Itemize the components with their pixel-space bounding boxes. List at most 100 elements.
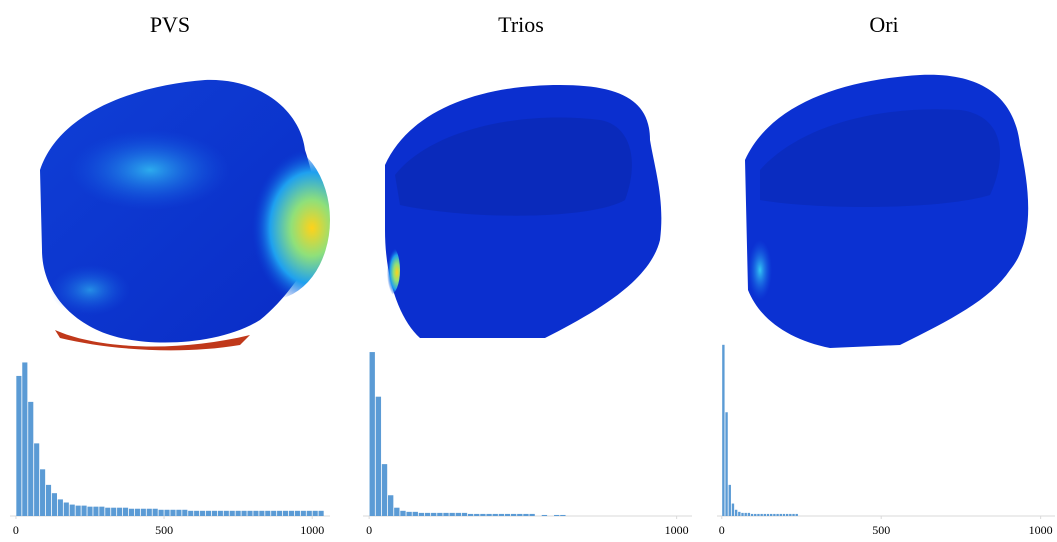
bar (164, 509, 170, 516)
x-tick-label: 0 (366, 523, 372, 537)
bar (205, 510, 212, 516)
bar (306, 510, 312, 516)
bar (766, 513, 770, 516)
bar (541, 514, 548, 516)
bar (265, 510, 271, 516)
bar (467, 513, 474, 516)
bar (158, 509, 164, 516)
bar (792, 513, 795, 516)
x-tick-label: 500 (872, 523, 890, 537)
bar (176, 509, 182, 516)
bar (738, 511, 741, 516)
bar (22, 362, 28, 516)
bar (760, 513, 763, 516)
bar (431, 512, 437, 516)
bar (282, 510, 289, 516)
x-tick-label: 1000 (300, 523, 324, 537)
bar (223, 510, 229, 516)
bar (510, 513, 517, 516)
bar (51, 493, 58, 516)
bar (134, 508, 140, 516)
x-tick-label: 500 (155, 523, 173, 537)
panel-title: Ori (869, 12, 898, 37)
x-tick-label: 1000 (1029, 523, 1053, 537)
bar (474, 513, 480, 516)
bar (400, 510, 406, 516)
bar (375, 396, 382, 516)
bar (770, 513, 773, 516)
bar (504, 513, 511, 516)
bar (437, 512, 443, 516)
bar (517, 513, 523, 516)
bar (455, 512, 461, 516)
bar (722, 344, 725, 516)
bar (461, 512, 468, 516)
bar (312, 510, 318, 516)
bar (152, 508, 158, 516)
bar (93, 506, 99, 516)
bar (728, 484, 731, 516)
x-tick-label: 0 (719, 523, 725, 537)
bar (146, 508, 152, 516)
bar (16, 375, 22, 516)
bar (523, 513, 529, 516)
bar (725, 412, 728, 516)
bar (235, 510, 241, 516)
bar (63, 502, 69, 516)
bar (492, 513, 498, 516)
bar (785, 513, 789, 516)
bar (247, 510, 253, 516)
bar (57, 499, 63, 516)
bar (81, 505, 87, 516)
bar (369, 352, 375, 516)
bar (241, 510, 247, 516)
bar (34, 443, 40, 516)
bar (750, 513, 754, 516)
bar (75, 505, 81, 516)
bar (560, 514, 566, 516)
bar (529, 513, 535, 516)
bar (754, 513, 757, 516)
bar (381, 464, 388, 516)
bar (387, 495, 394, 516)
bar (69, 504, 75, 516)
bar (554, 514, 560, 516)
bar (418, 512, 425, 516)
bar (731, 503, 735, 516)
render-pvs (40, 79, 330, 351)
bar (734, 509, 738, 516)
bar (188, 510, 194, 516)
bar (782, 513, 786, 516)
bar (45, 484, 52, 516)
bar (117, 507, 123, 516)
panel-title: Trios (498, 12, 544, 37)
panel-title: PVS (150, 12, 190, 37)
bar (773, 513, 776, 516)
bar (394, 507, 400, 516)
bar (779, 513, 782, 516)
bar (253, 510, 259, 516)
bar (182, 509, 188, 516)
bar (111, 507, 117, 516)
bar (259, 510, 265, 516)
bar (211, 510, 218, 516)
bar (776, 513, 779, 516)
bar (277, 510, 283, 516)
bar (194, 510, 200, 516)
bar (412, 511, 418, 516)
bar (217, 510, 223, 516)
bar (271, 510, 277, 516)
bar (480, 513, 486, 516)
bar (747, 512, 751, 516)
bar (795, 513, 798, 516)
bar (406, 511, 412, 516)
bar (300, 510, 306, 516)
bar (128, 508, 135, 516)
bar (424, 512, 431, 516)
bar (763, 513, 767, 516)
bar (294, 510, 300, 516)
bar (105, 507, 111, 516)
bar (200, 510, 206, 516)
render-ori (745, 74, 1029, 349)
